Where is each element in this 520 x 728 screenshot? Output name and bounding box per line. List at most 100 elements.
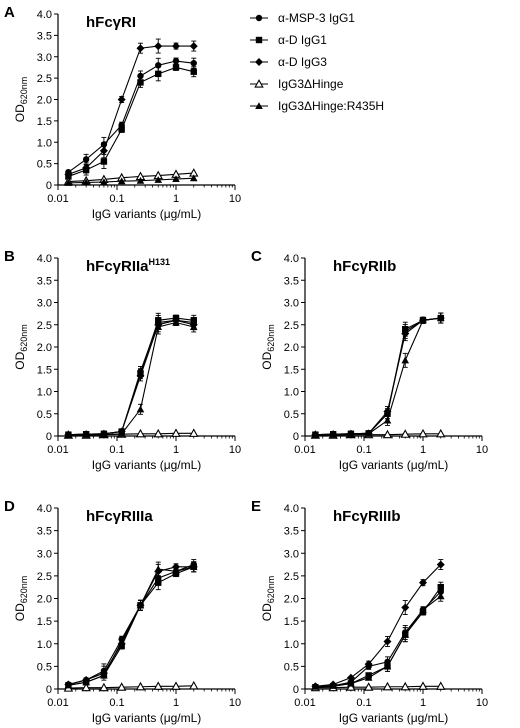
- data-point: [136, 176, 145, 184]
- data-point: [400, 681, 410, 691]
- y-tick-label: 3.0: [37, 298, 52, 310]
- series-line: [68, 566, 194, 686]
- data-point: [154, 323, 163, 331]
- data-point: [329, 682, 337, 689]
- legend-label: IgG3ΔHinge: [278, 77, 344, 91]
- series-line: [315, 317, 441, 436]
- data-point: [100, 178, 108, 186]
- x-tick-label: 1: [173, 193, 179, 205]
- y-tick-label: 3.5: [284, 275, 299, 287]
- data-point: [329, 430, 337, 438]
- x-tick-label: 0.1: [356, 697, 371, 709]
- legend-marker: [255, 102, 263, 110]
- y-tick-label: 1.0: [37, 639, 52, 651]
- x-tick-label: 10: [476, 444, 488, 456]
- y-tick-label: 1.5: [37, 116, 52, 128]
- series-5: [64, 561, 198, 689]
- y-tick-label: 3.0: [284, 548, 299, 560]
- y-tick-label: 1.0: [37, 137, 52, 149]
- y-tick-label: 3.5: [284, 526, 299, 538]
- data-point: [346, 673, 355, 682]
- data-point: [116, 682, 127, 691]
- data-point: [117, 177, 126, 185]
- data-point: [363, 682, 374, 691]
- data-point: [364, 660, 373, 669]
- series-line: [68, 172, 194, 183]
- x-tick-label: 10: [476, 697, 488, 709]
- series-5: [64, 174, 198, 186]
- y-tick-label: 1.5: [37, 616, 52, 628]
- data-point: [418, 428, 428, 438]
- data-point: [419, 578, 427, 587]
- data-point: [436, 428, 446, 438]
- series-line: [315, 317, 441, 436]
- series-line: [315, 595, 442, 688]
- data-point: [437, 583, 444, 591]
- data-point: [64, 681, 73, 689]
- y-tick-label: 0: [293, 431, 299, 443]
- data-point: [189, 323, 198, 331]
- y-tick-label: 3.0: [37, 548, 52, 560]
- series-line: [68, 317, 194, 436]
- data-point: [346, 682, 356, 691]
- x-axis-label: IgG variants (μg/mL): [92, 458, 202, 472]
- panel-title: hFcγRI: [86, 14, 136, 31]
- y-tick-label: 0: [46, 431, 52, 443]
- data-point: [171, 428, 181, 437]
- data-point: [82, 678, 90, 686]
- series-line: [315, 317, 441, 436]
- data-point: [136, 44, 145, 53]
- data-point: [383, 416, 392, 424]
- series-5: [311, 590, 445, 690]
- y-tick-label: 3.5: [37, 526, 52, 538]
- y-tick-label: 4.0: [37, 9, 52, 21]
- chart-panel-e: 0 0.5 1.0 1.5 2.0 2.5 3.0 3.5 4.0 0.01 0.1 1 10 IgG v…: [251, 498, 488, 725]
- data-point: [172, 42, 180, 51]
- y-axis-label: OD620nm: [13, 324, 29, 370]
- series-5: [311, 312, 445, 439]
- series-2: [312, 581, 444, 691]
- y-tick-label: 4.0: [284, 253, 299, 265]
- panel-letter: A: [4, 4, 15, 21]
- data-point: [189, 428, 199, 437]
- data-point: [99, 682, 109, 692]
- x-tick-label: 10: [229, 444, 241, 456]
- series-2: [312, 312, 444, 438]
- x-axis-label: IgG variants (μg/mL): [339, 458, 449, 472]
- data-point: [172, 567, 180, 575]
- x-tick-label: 10: [229, 697, 241, 709]
- series-1: [312, 312, 444, 438]
- data-point: [418, 681, 428, 690]
- data-point: [382, 429, 393, 439]
- data-point: [189, 680, 199, 690]
- data-point: [172, 318, 180, 326]
- series-3: [311, 312, 445, 439]
- y-tick-label: 0: [46, 180, 52, 192]
- y-tick-label: 4.0: [284, 503, 299, 515]
- legend-marker: [255, 58, 263, 66]
- data-point: [100, 430, 108, 438]
- y-tick-label: 1.5: [37, 364, 52, 376]
- series-line: [68, 177, 194, 184]
- data-point: [401, 329, 410, 338]
- data-point: [64, 179, 73, 186]
- data-point: [117, 95, 126, 104]
- y-tick-label: 2.5: [37, 73, 52, 85]
- panel-title: hFcγRIIIb: [333, 508, 401, 525]
- data-point: [400, 429, 410, 438]
- panel-letter: C: [251, 248, 262, 265]
- y-tick-label: 2.0: [37, 342, 52, 354]
- legend-label: α-MSP-3 IgG1: [278, 11, 355, 25]
- y-tick-label: 2.5: [37, 571, 52, 583]
- data-point: [136, 405, 145, 413]
- series-3: [64, 561, 198, 689]
- data-point: [135, 428, 146, 438]
- data-point: [190, 59, 197, 67]
- series-2: [65, 63, 197, 180]
- x-tick-label: 0.1: [109, 697, 124, 709]
- data-point: [436, 681, 446, 690]
- x-tick-label: 1: [173, 444, 179, 456]
- y-tick-label: 2.0: [284, 342, 299, 354]
- y-tick-label: 1.0: [37, 387, 52, 399]
- data-point: [189, 563, 198, 570]
